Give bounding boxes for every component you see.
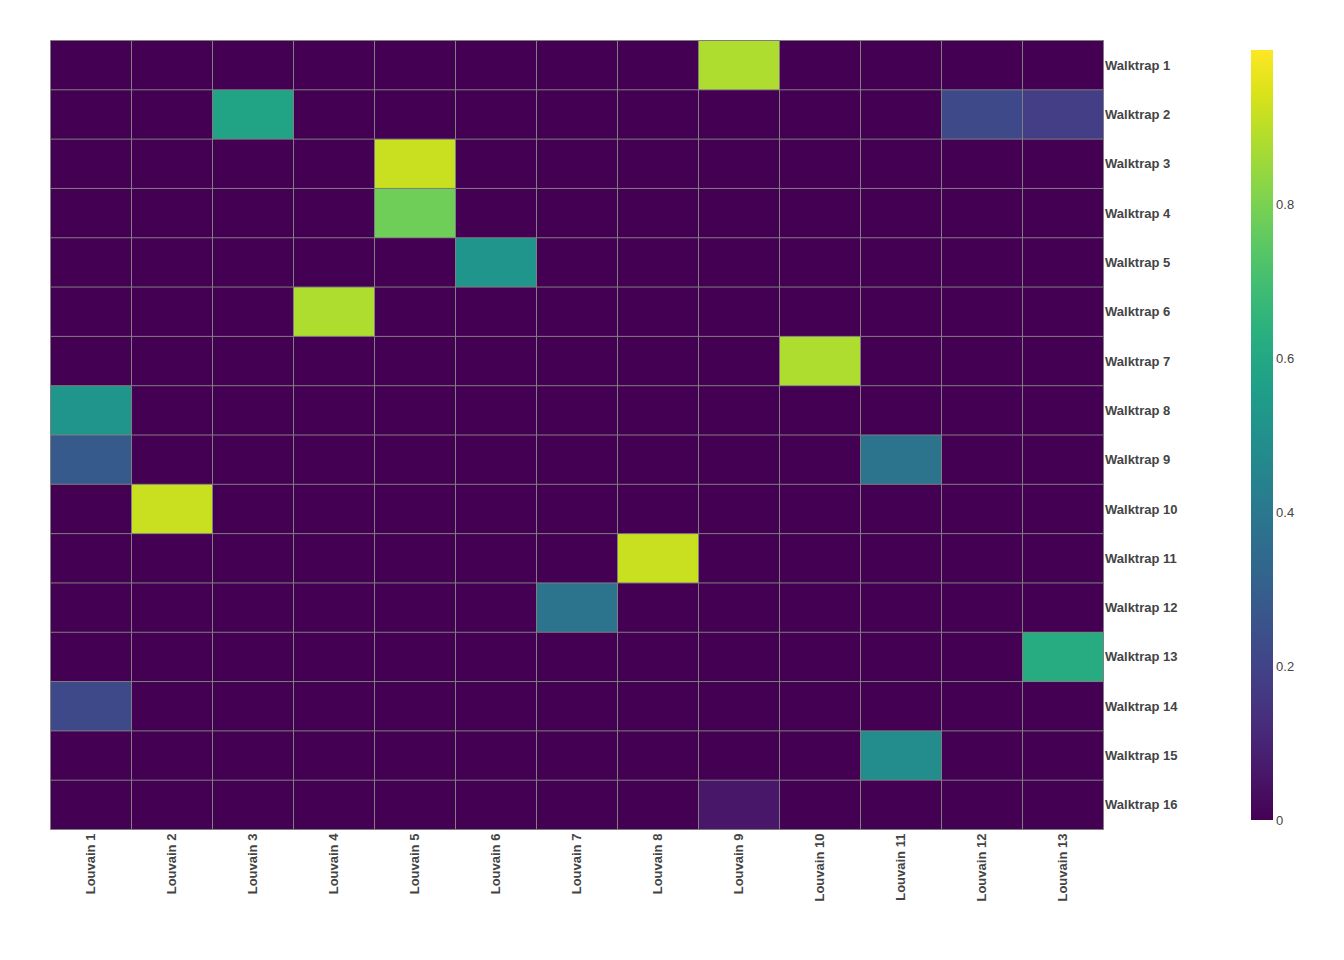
svg-text:Walktrap 9: Walktrap 9 — [1105, 452, 1170, 467]
svg-text:0.6: 0.6 — [1276, 351, 1294, 366]
svg-text:Walktrap 16: Walktrap 16 — [1105, 797, 1178, 812]
svg-text:Louvain 9: Louvain 9 — [731, 834, 746, 895]
svg-text:Walktrap 3: Walktrap 3 — [1105, 156, 1170, 171]
svg-text:Louvain 11: Louvain 11 — [893, 834, 908, 901]
svg-text:Walktrap 12: Walktrap 12 — [1105, 600, 1178, 615]
svg-text:Walktrap 15: Walktrap 15 — [1105, 748, 1178, 763]
svg-text:Louvain 2: Louvain 2 — [164, 834, 179, 895]
svg-text:Louvain 8: Louvain 8 — [650, 834, 665, 895]
svg-text:Louvain 12: Louvain 12 — [974, 834, 989, 902]
svg-text:Walktrap 2: Walktrap 2 — [1105, 107, 1170, 122]
svg-text:Walktrap 8: Walktrap 8 — [1105, 403, 1170, 418]
svg-text:0.4: 0.4 — [1276, 505, 1294, 520]
svg-text:Walktrap 13: Walktrap 13 — [1105, 649, 1178, 664]
svg-text:0.2: 0.2 — [1276, 659, 1294, 674]
svg-text:Walktrap 1: Walktrap 1 — [1105, 58, 1170, 73]
svg-text:Walktrap 14: Walktrap 14 — [1105, 699, 1178, 714]
svg-text:Louvain 3: Louvain 3 — [245, 834, 260, 895]
svg-text:Louvain 13: Louvain 13 — [1055, 834, 1070, 902]
svg-text:Walktrap 11: Walktrap 11 — [1105, 551, 1177, 566]
svg-text:Louvain 1: Louvain 1 — [83, 834, 98, 895]
svg-text:Louvain 10: Louvain 10 — [812, 834, 827, 902]
svg-text:Walktrap 5: Walktrap 5 — [1105, 255, 1170, 270]
svg-text:Walktrap 7: Walktrap 7 — [1105, 354, 1170, 369]
svg-text:Walktrap 6: Walktrap 6 — [1105, 304, 1170, 319]
svg-text:Louvain 7: Louvain 7 — [569, 834, 584, 895]
svg-text:0.8: 0.8 — [1276, 197, 1294, 212]
svg-text:Louvain 4: Louvain 4 — [326, 833, 341, 894]
svg-text:Louvain 5: Louvain 5 — [407, 834, 422, 895]
svg-text:0: 0 — [1276, 813, 1283, 828]
svg-text:Walktrap 10: Walktrap 10 — [1105, 502, 1178, 517]
svg-text:Louvain 6: Louvain 6 — [488, 834, 503, 895]
svg-text:Walktrap 4: Walktrap 4 — [1105, 206, 1171, 221]
